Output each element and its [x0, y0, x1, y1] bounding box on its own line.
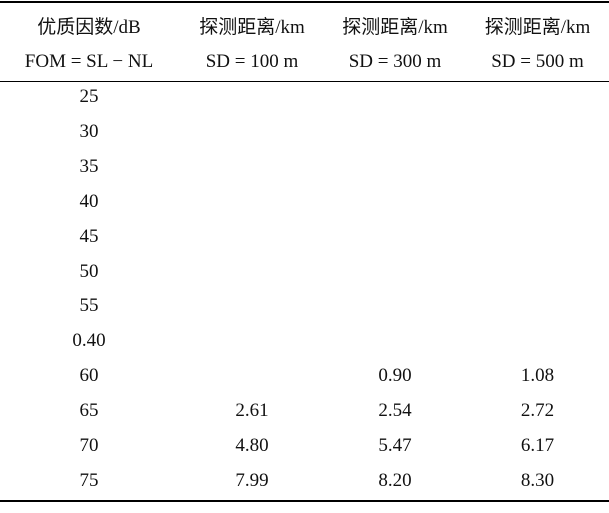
header-title: 探测距离/km: [342, 17, 448, 38]
table-cell: 50: [79, 260, 99, 282]
table-cell: 60: [79, 365, 99, 387]
table-cell: 7.99: [235, 469, 269, 491]
header-subtitle: SD = 300 m: [348, 51, 442, 72]
table-cell: 5.47: [378, 435, 412, 456]
header-title: 探测距离/km: [199, 17, 305, 38]
table-cell: 25: [79, 86, 99, 107]
table-cell: 75: [79, 469, 99, 491]
table-cell: 35: [79, 155, 99, 177]
header-title: 探测距离/km: [484, 17, 591, 38]
table-cell: 45: [79, 225, 99, 247]
table-cell: 2.54: [378, 400, 412, 422]
table-cell: 55: [79, 295, 99, 317]
table-cell: 0.90: [378, 365, 412, 387]
table-cell: 2.61: [235, 400, 269, 422]
table-cell: 4.80: [235, 435, 269, 456]
bottom-rule: [0, 500, 609, 502]
header-subtitle: FOM = SL − NL: [24, 51, 154, 72]
table-cell: 70: [79, 435, 99, 456]
header-subtitle: SD = 500 m: [491, 51, 584, 72]
top-rule: [0, 1, 609, 3]
header-subtitle: SD = 100 m: [205, 51, 299, 72]
header-rule: [0, 81, 609, 82]
table-cell: 2.72: [520, 400, 555, 422]
table-cell: 30: [79, 120, 99, 142]
table-cell: 0.40: [72, 330, 106, 352]
table-cell: 1.08: [520, 365, 555, 387]
table-cell: 8.30: [520, 469, 555, 491]
table-cell: 6.17: [520, 435, 555, 456]
table-cell: 8.20: [378, 469, 412, 491]
table-cell: 40: [79, 190, 99, 212]
header-title: 优质因数/dB: [37, 17, 141, 38]
table-cell: 65: [79, 400, 99, 422]
